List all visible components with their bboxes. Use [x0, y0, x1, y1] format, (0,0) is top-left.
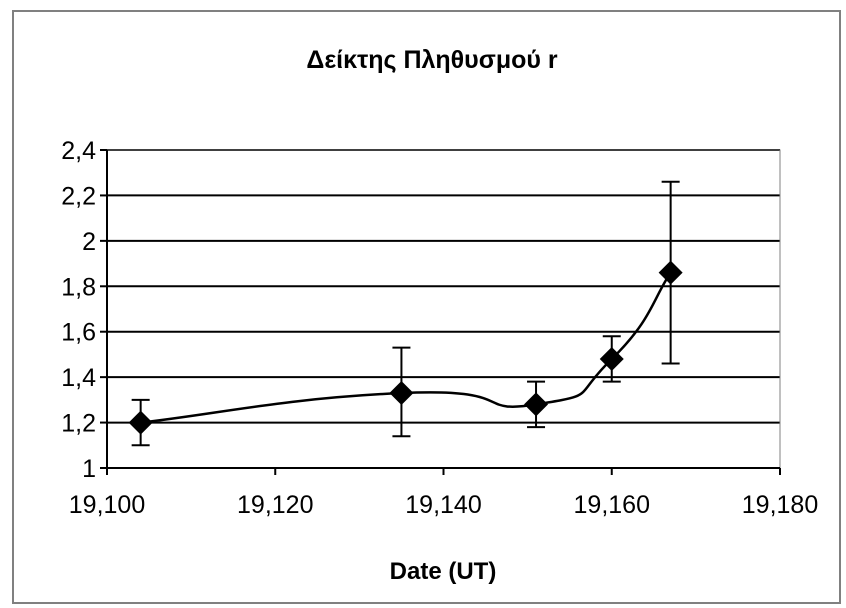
y-tick-label-4: 1,8	[61, 273, 96, 301]
x-tick-label-3: 19,160	[574, 491, 650, 519]
x-tick-label-4: 19,180	[742, 491, 818, 519]
y-tick-label-2: 1,4	[61, 364, 96, 392]
axes	[106, 150, 780, 469]
plot-area	[106, 149, 781, 469]
y-axis-ticks: 1 1,2 1,4 1,6 1,8 2 2,2 2,4	[61, 137, 107, 483]
x-tick-label-1: 19,120	[237, 491, 313, 519]
y-tick-label-5: 2	[82, 228, 96, 256]
data-point-4	[658, 260, 683, 285]
y-tick-label-6: 2,2	[61, 182, 96, 210]
x-axis-ticks: 19,100 19,120 19,140 19,160 19,180	[69, 468, 818, 519]
y-tick-label-7: 2,4	[61, 137, 96, 165]
grid-lines	[107, 149, 780, 424]
x-tick-label-2: 19,140	[405, 491, 481, 519]
series-line-0	[140, 271, 672, 424]
data-point-3	[599, 346, 624, 371]
chart-title: Δείκτης Πληθυσμού r	[306, 46, 558, 74]
y-tick-label-0: 1	[82, 455, 96, 483]
series-population-index	[128, 180, 683, 447]
data-point-2	[524, 392, 549, 417]
chart-frame	[12, 10, 841, 604]
y-tick-label-3: 1,6	[61, 319, 96, 347]
data-point-0	[128, 410, 153, 435]
y-tick-label-1: 1,2	[61, 410, 96, 438]
x-tick-label-0: 19,100	[69, 491, 145, 519]
x-axis-label: Date (UT)	[390, 558, 497, 585]
data-point-1	[389, 381, 414, 406]
